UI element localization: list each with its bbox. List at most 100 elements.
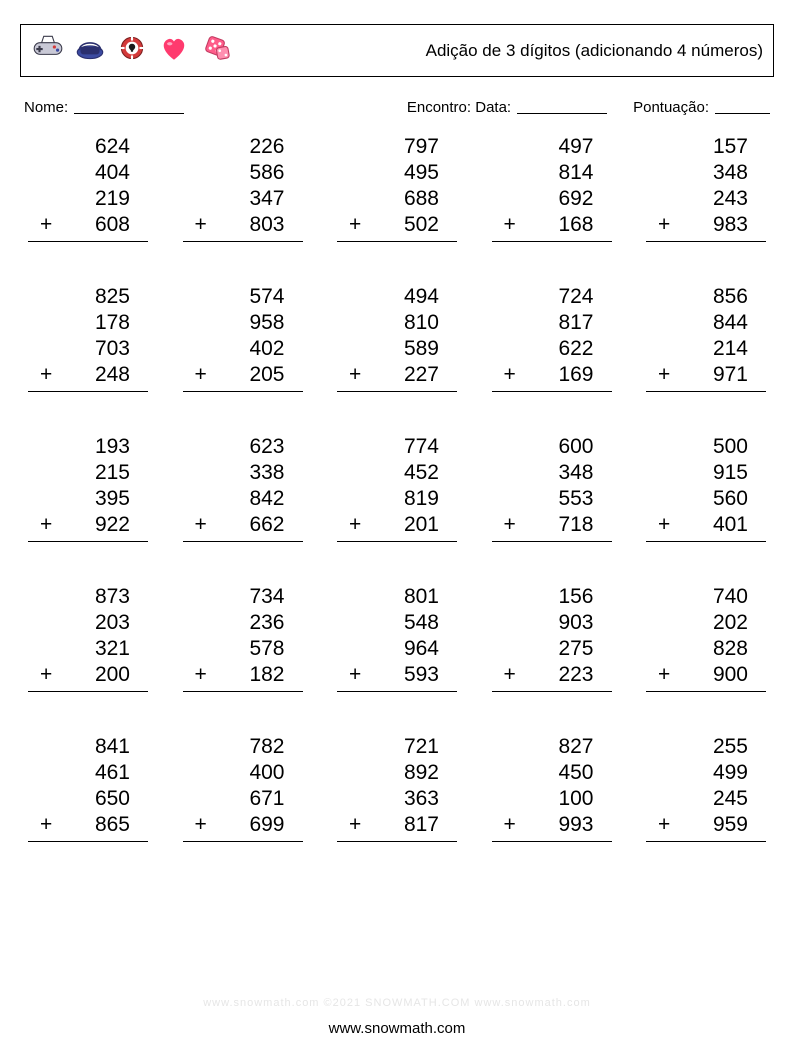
heart-icon	[157, 31, 191, 70]
problem-row: 624404219+608226586347+803797495688+5024…	[20, 134, 774, 242]
name-blank[interactable]	[74, 99, 184, 114]
number-value: 245	[713, 787, 748, 810]
plus-sign: +	[349, 362, 361, 388]
addend: 404	[28, 160, 148, 186]
addend: 589	[337, 336, 457, 362]
number-value: 801	[404, 585, 439, 608]
number-value: 825	[95, 285, 130, 308]
addend: 915	[646, 460, 766, 486]
addend: 873	[28, 584, 148, 610]
addend: 574	[183, 284, 303, 310]
number-value: 828	[713, 637, 748, 660]
number-value: 817	[558, 311, 593, 334]
addend: 452	[337, 460, 457, 486]
addend-last: +983	[646, 212, 766, 242]
score-blank[interactable]	[715, 99, 770, 114]
number-value: 193	[95, 435, 130, 458]
addend: 703	[28, 336, 148, 362]
addend: 347	[183, 186, 303, 212]
problem-row: 841461650+865782400671+699721892363+8178…	[20, 734, 774, 842]
addend-last: +168	[492, 212, 612, 242]
number-value: 817	[404, 813, 439, 836]
number-value: 703	[95, 337, 130, 360]
addend: 578	[183, 636, 303, 662]
addend: 810	[337, 310, 457, 336]
addend: 255	[646, 734, 766, 760]
addend: 157	[646, 134, 766, 160]
addend: 402	[183, 336, 303, 362]
number-value: 178	[95, 311, 130, 334]
addend: 193	[28, 434, 148, 460]
addend: 724	[492, 284, 612, 310]
number-value: 671	[249, 787, 284, 810]
plus-sign: +	[349, 662, 361, 688]
addend-last: +699	[183, 812, 303, 842]
plus-sign: +	[504, 212, 516, 238]
addition-problem: 624404219+608	[28, 134, 148, 242]
plus-sign: +	[195, 812, 207, 838]
number-value: 692	[558, 187, 593, 210]
date-blank[interactable]	[517, 99, 607, 114]
addend: 494	[337, 284, 457, 310]
plus-sign: +	[40, 812, 52, 838]
addend: 461	[28, 760, 148, 786]
addend: 958	[183, 310, 303, 336]
meta-row: Nome: Encontro: Data: Pontuação:	[24, 99, 770, 116]
addition-problem: 226586347+803	[183, 134, 303, 242]
addend: 600	[492, 434, 612, 460]
addend: 819	[337, 486, 457, 512]
addend-last: +169	[492, 362, 612, 392]
number-value: 236	[249, 611, 284, 634]
number-value: 721	[404, 735, 439, 758]
plus-sign: +	[504, 512, 516, 538]
plus-sign: +	[40, 212, 52, 238]
number-value: 841	[95, 735, 130, 758]
addend: 348	[646, 160, 766, 186]
addition-problem: 734236578+182	[183, 584, 303, 692]
addend: 553	[492, 486, 612, 512]
number-value: 803	[249, 213, 284, 236]
plus-sign: +	[504, 812, 516, 838]
number-value: 810	[404, 311, 439, 334]
addend: 214	[646, 336, 766, 362]
addition-problem: 574958402+205	[183, 284, 303, 392]
number-value: 819	[404, 487, 439, 510]
addend: 215	[28, 460, 148, 486]
plus-sign: +	[349, 212, 361, 238]
addend-last: +608	[28, 212, 148, 242]
number-value: 724	[558, 285, 593, 308]
addend: 623	[183, 434, 303, 460]
header-icon-row	[31, 31, 233, 70]
number-value: 608	[95, 213, 130, 236]
number-value: 401	[713, 513, 748, 536]
number-value: 964	[404, 637, 439, 660]
addend-last: +182	[183, 662, 303, 692]
number-value: 321	[95, 637, 130, 660]
name-label: Nome:	[24, 99, 68, 116]
number-value: 553	[558, 487, 593, 510]
addend: 774	[337, 434, 457, 460]
problem-row: 193215395+922623338842+662774452819+2016…	[20, 434, 774, 542]
number-value: 168	[558, 213, 593, 236]
header-box: Adição de 3 dígitos (adicionando 4 númer…	[20, 24, 774, 77]
addition-problem: 782400671+699	[183, 734, 303, 842]
addend: 245	[646, 786, 766, 812]
addend: 721	[337, 734, 457, 760]
number-value: 774	[404, 435, 439, 458]
footer-url: www.snowmath.com	[0, 1020, 794, 1037]
addition-problem: 600348553+718	[492, 434, 612, 542]
number-value: 227	[404, 363, 439, 386]
addend: 814	[492, 160, 612, 186]
plus-sign: +	[195, 512, 207, 538]
addend: 226	[183, 134, 303, 160]
addend: 338	[183, 460, 303, 486]
number-value: 200	[95, 663, 130, 686]
problem-row: 825178703+248574958402+205494810589+2277…	[20, 284, 774, 392]
number-value: 983	[713, 213, 748, 236]
addend: 827	[492, 734, 612, 760]
addend: 903	[492, 610, 612, 636]
number-value: 363	[404, 787, 439, 810]
addend-last: +718	[492, 512, 612, 542]
addend: 275	[492, 636, 612, 662]
addend: 892	[337, 760, 457, 786]
